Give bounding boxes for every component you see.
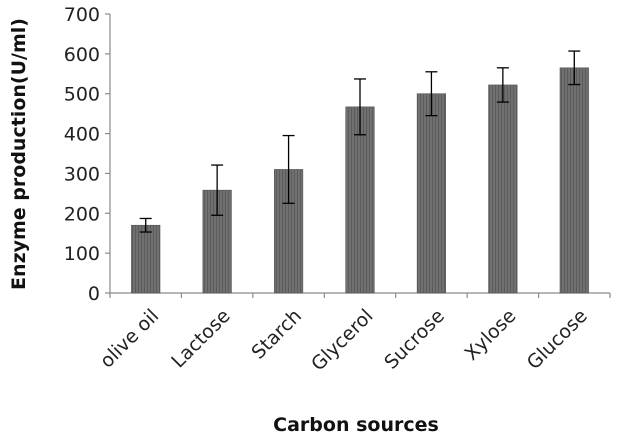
y-axis-ticks: 0 100 200 300 400 500 600 700 <box>64 4 110 305</box>
x-axis-ticks: olive oil Lactose Starch Glycerol Sucrose Xyl… <box>96 293 611 375</box>
y-tick-label: 200 <box>64 203 100 225</box>
error-bar <box>282 134 295 204</box>
bar <box>416 93 447 294</box>
x-tick-label: Glycerol <box>307 305 377 375</box>
x-tick-label: olive oil <box>96 305 163 372</box>
y-tick-label: 100 <box>64 243 100 265</box>
x-tick-label: Starch <box>247 305 306 364</box>
y-tick-label: 700 <box>64 4 100 26</box>
bar <box>559 67 589 294</box>
x-tick-label: Lactose <box>167 305 234 372</box>
error-bar <box>211 164 224 216</box>
error-bar <box>139 217 152 233</box>
error-bar <box>568 50 581 86</box>
plot-area <box>109 14 610 294</box>
y-tick-label: 500 <box>64 84 100 106</box>
y-tick-label: 600 <box>64 44 100 66</box>
error-bar <box>425 71 438 117</box>
x-tick-label: Xylose <box>460 305 520 365</box>
bar <box>345 106 375 294</box>
y-tick-label: 300 <box>64 163 100 185</box>
y-tick-label: 400 <box>64 124 100 146</box>
y-axis-title: Enzyme production(U/ml) <box>8 18 30 290</box>
error-bar <box>496 67 509 103</box>
x-axis-title: Carbon sources <box>273 414 439 436</box>
x-tick-label: Glucose <box>523 305 592 374</box>
y-tick-label: 0 <box>88 283 100 305</box>
error-bar <box>354 78 366 136</box>
x-tick-label: Sucrose <box>380 305 449 374</box>
bar <box>488 84 518 294</box>
bar <box>131 224 161 294</box>
